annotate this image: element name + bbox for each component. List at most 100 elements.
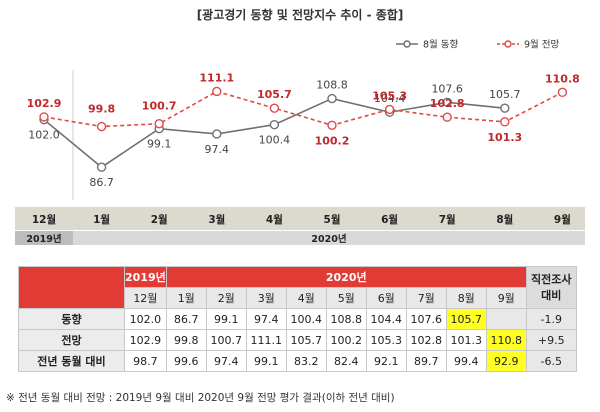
diff-header: 직전조사 대비	[525, 266, 577, 309]
diff-cell: -6.5	[525, 350, 577, 372]
tick-label: 4월	[266, 213, 283, 226]
data-label: 105.7	[489, 88, 521, 101]
data-label: 100.2	[315, 134, 350, 147]
series-layer: 102.0 86.7 99.1 97.4 100.4 108.8 104.4 107.6 105…	[27, 71, 580, 189]
row-label: 전망	[18, 329, 125, 351]
data-label: 101.3	[487, 131, 522, 144]
month-header: 1월	[165, 287, 207, 309]
data-label: 100.7	[142, 100, 177, 113]
data-point	[212, 129, 222, 139]
table-cell: 89.7	[405, 350, 447, 372]
chart-legend: 8월 동향 9월 전망	[396, 39, 560, 51]
tick-label: 6월	[381, 213, 398, 226]
table-row: 동향 102.0 86.7 99.1 97.4 100.4 108.8 104.4 107.6 1…	[18, 308, 577, 330]
tick-label: 7월	[439, 213, 456, 226]
table-row: 전망 102.9 99.8 100.7 111.1 105.7 100.2 105.3 102.…	[18, 329, 577, 351]
tick-label: 12월	[32, 213, 56, 226]
table-cell: 105.7	[445, 308, 487, 330]
tick-label: 2월	[151, 213, 168, 226]
table-cell: 82.4	[325, 350, 367, 372]
table-cell: 105.7	[285, 329, 327, 351]
series-line	[43, 90, 563, 128]
data-label: 102.8	[430, 97, 465, 110]
table-cell: 83.2	[285, 350, 327, 372]
data-point	[557, 87, 568, 98]
data-label: 105.3	[372, 89, 407, 102]
table-cell: 99.1	[205, 308, 247, 330]
table-cell: 99.8	[165, 329, 207, 351]
year-band-2019	[15, 231, 73, 245]
data-point	[442, 112, 452, 122]
table-cell: 108.8	[325, 308, 367, 330]
series-2: 102.9 99.8 100.7 111.1 105.7 100.2 105.3 102.8 1…	[27, 71, 580, 147]
data-label: 104.4	[374, 92, 406, 105]
data-point	[154, 119, 164, 129]
tick-label: 5월	[324, 213, 341, 226]
table-cell: 101.3	[445, 329, 487, 351]
table-cell: 97.4	[245, 308, 287, 330]
month-header: 8월	[445, 287, 487, 309]
month-header: 6월	[365, 287, 407, 309]
row-label: 전년 동월 대비	[18, 350, 125, 372]
data-label: 110.8	[545, 72, 580, 85]
footnote: ※ 전년 동월 대비 전망 : 2019년 9월 대비 2020년 9월 전망 …	[6, 392, 395, 404]
table-header-row: 12월 1월 2월 3월 4월 5월 6월 7월 8월 9월	[19, 287, 577, 309]
data-label: 99.8	[88, 103, 115, 116]
legend-marker	[403, 40, 411, 48]
line-chart: 8월 동향 9월 전망 102.086.799.1 97.4100.4108.810…	[15, 39, 585, 245]
table-cell: 92.1	[365, 350, 407, 372]
diff-cell: +9.5	[525, 329, 577, 351]
data-point	[442, 97, 452, 107]
data-table: 2019년 2020년 직전조사 대비 12월 1월 2월 3월 4월 5월 6월 7월 8월 9월 동향…	[18, 266, 577, 372]
table-cell: 100.4	[285, 308, 327, 330]
data-label: 111.1	[199, 71, 234, 84]
table-cell: 102.0	[124, 308, 167, 330]
tick-label: 3월	[208, 213, 225, 226]
table-cell: 111.1	[245, 329, 287, 351]
table-cell: 99.1	[245, 350, 287, 372]
month-header: 9월	[485, 287, 527, 309]
data-label: 102.9	[27, 97, 62, 110]
legend-item: 9월 전망	[497, 39, 560, 51]
year-label: 2020년	[311, 233, 346, 245]
year-label: 2019년	[26, 233, 61, 245]
table-cell: 97.4	[205, 350, 247, 372]
month-header: 2월	[205, 287, 247, 309]
month-header: 12월	[124, 287, 167, 309]
data-point	[269, 119, 280, 130]
month-header: 7월	[405, 287, 447, 309]
year-band	[15, 231, 585, 245]
table-cell: 107.6	[405, 308, 447, 330]
data-label: 100.4	[259, 134, 291, 147]
table-cell: 104.4	[365, 308, 407, 330]
data-label: 105.7	[257, 88, 292, 101]
table-corner	[18, 266, 125, 309]
legend-item: 8월 동향	[396, 39, 459, 51]
legend-label: 8월 동향	[423, 39, 459, 51]
table-cell: 102.8	[405, 329, 447, 351]
chart-title: [광고경기 동향 및 전망지수 추이 - 종합]	[196, 8, 404, 22]
table-cell: 100.2	[325, 329, 367, 351]
table-row: 전년 동월 대비 98.7 99.6 97.4 99.1 83.2 82.4 92.1 89.7…	[18, 350, 577, 372]
table-cell: 100.7	[205, 329, 247, 351]
category-axis: 12월 1월 2월 3월 4월 5월 6월 7월 8월 9월 2019년 2020년	[15, 207, 585, 245]
legend-label: 9월 전망	[524, 39, 560, 51]
series-1: 102.0 86.7 99.1 97.4 100.4 108.8 104.4 107.6 105…	[28, 79, 520, 190]
year-header: 2020년	[165, 266, 527, 288]
data-point	[500, 103, 510, 113]
table-cell	[485, 308, 527, 330]
year-header: 2019년	[124, 266, 167, 288]
table-cell: 86.7	[165, 308, 207, 330]
data-label: 86.7	[89, 176, 114, 189]
data-label: 97.4	[205, 143, 230, 156]
tick-label: 8월	[496, 213, 513, 226]
table-cell: 105.3	[365, 329, 407, 351]
data-point	[327, 120, 337, 130]
data-point	[384, 104, 395, 115]
data-point	[212, 86, 222, 97]
table-cell: 102.9	[124, 329, 167, 351]
month-header: 4월	[285, 287, 327, 309]
month-header: 5월	[325, 287, 367, 309]
data-label: 108.8	[316, 79, 348, 92]
month-header: 3월	[245, 287, 287, 309]
